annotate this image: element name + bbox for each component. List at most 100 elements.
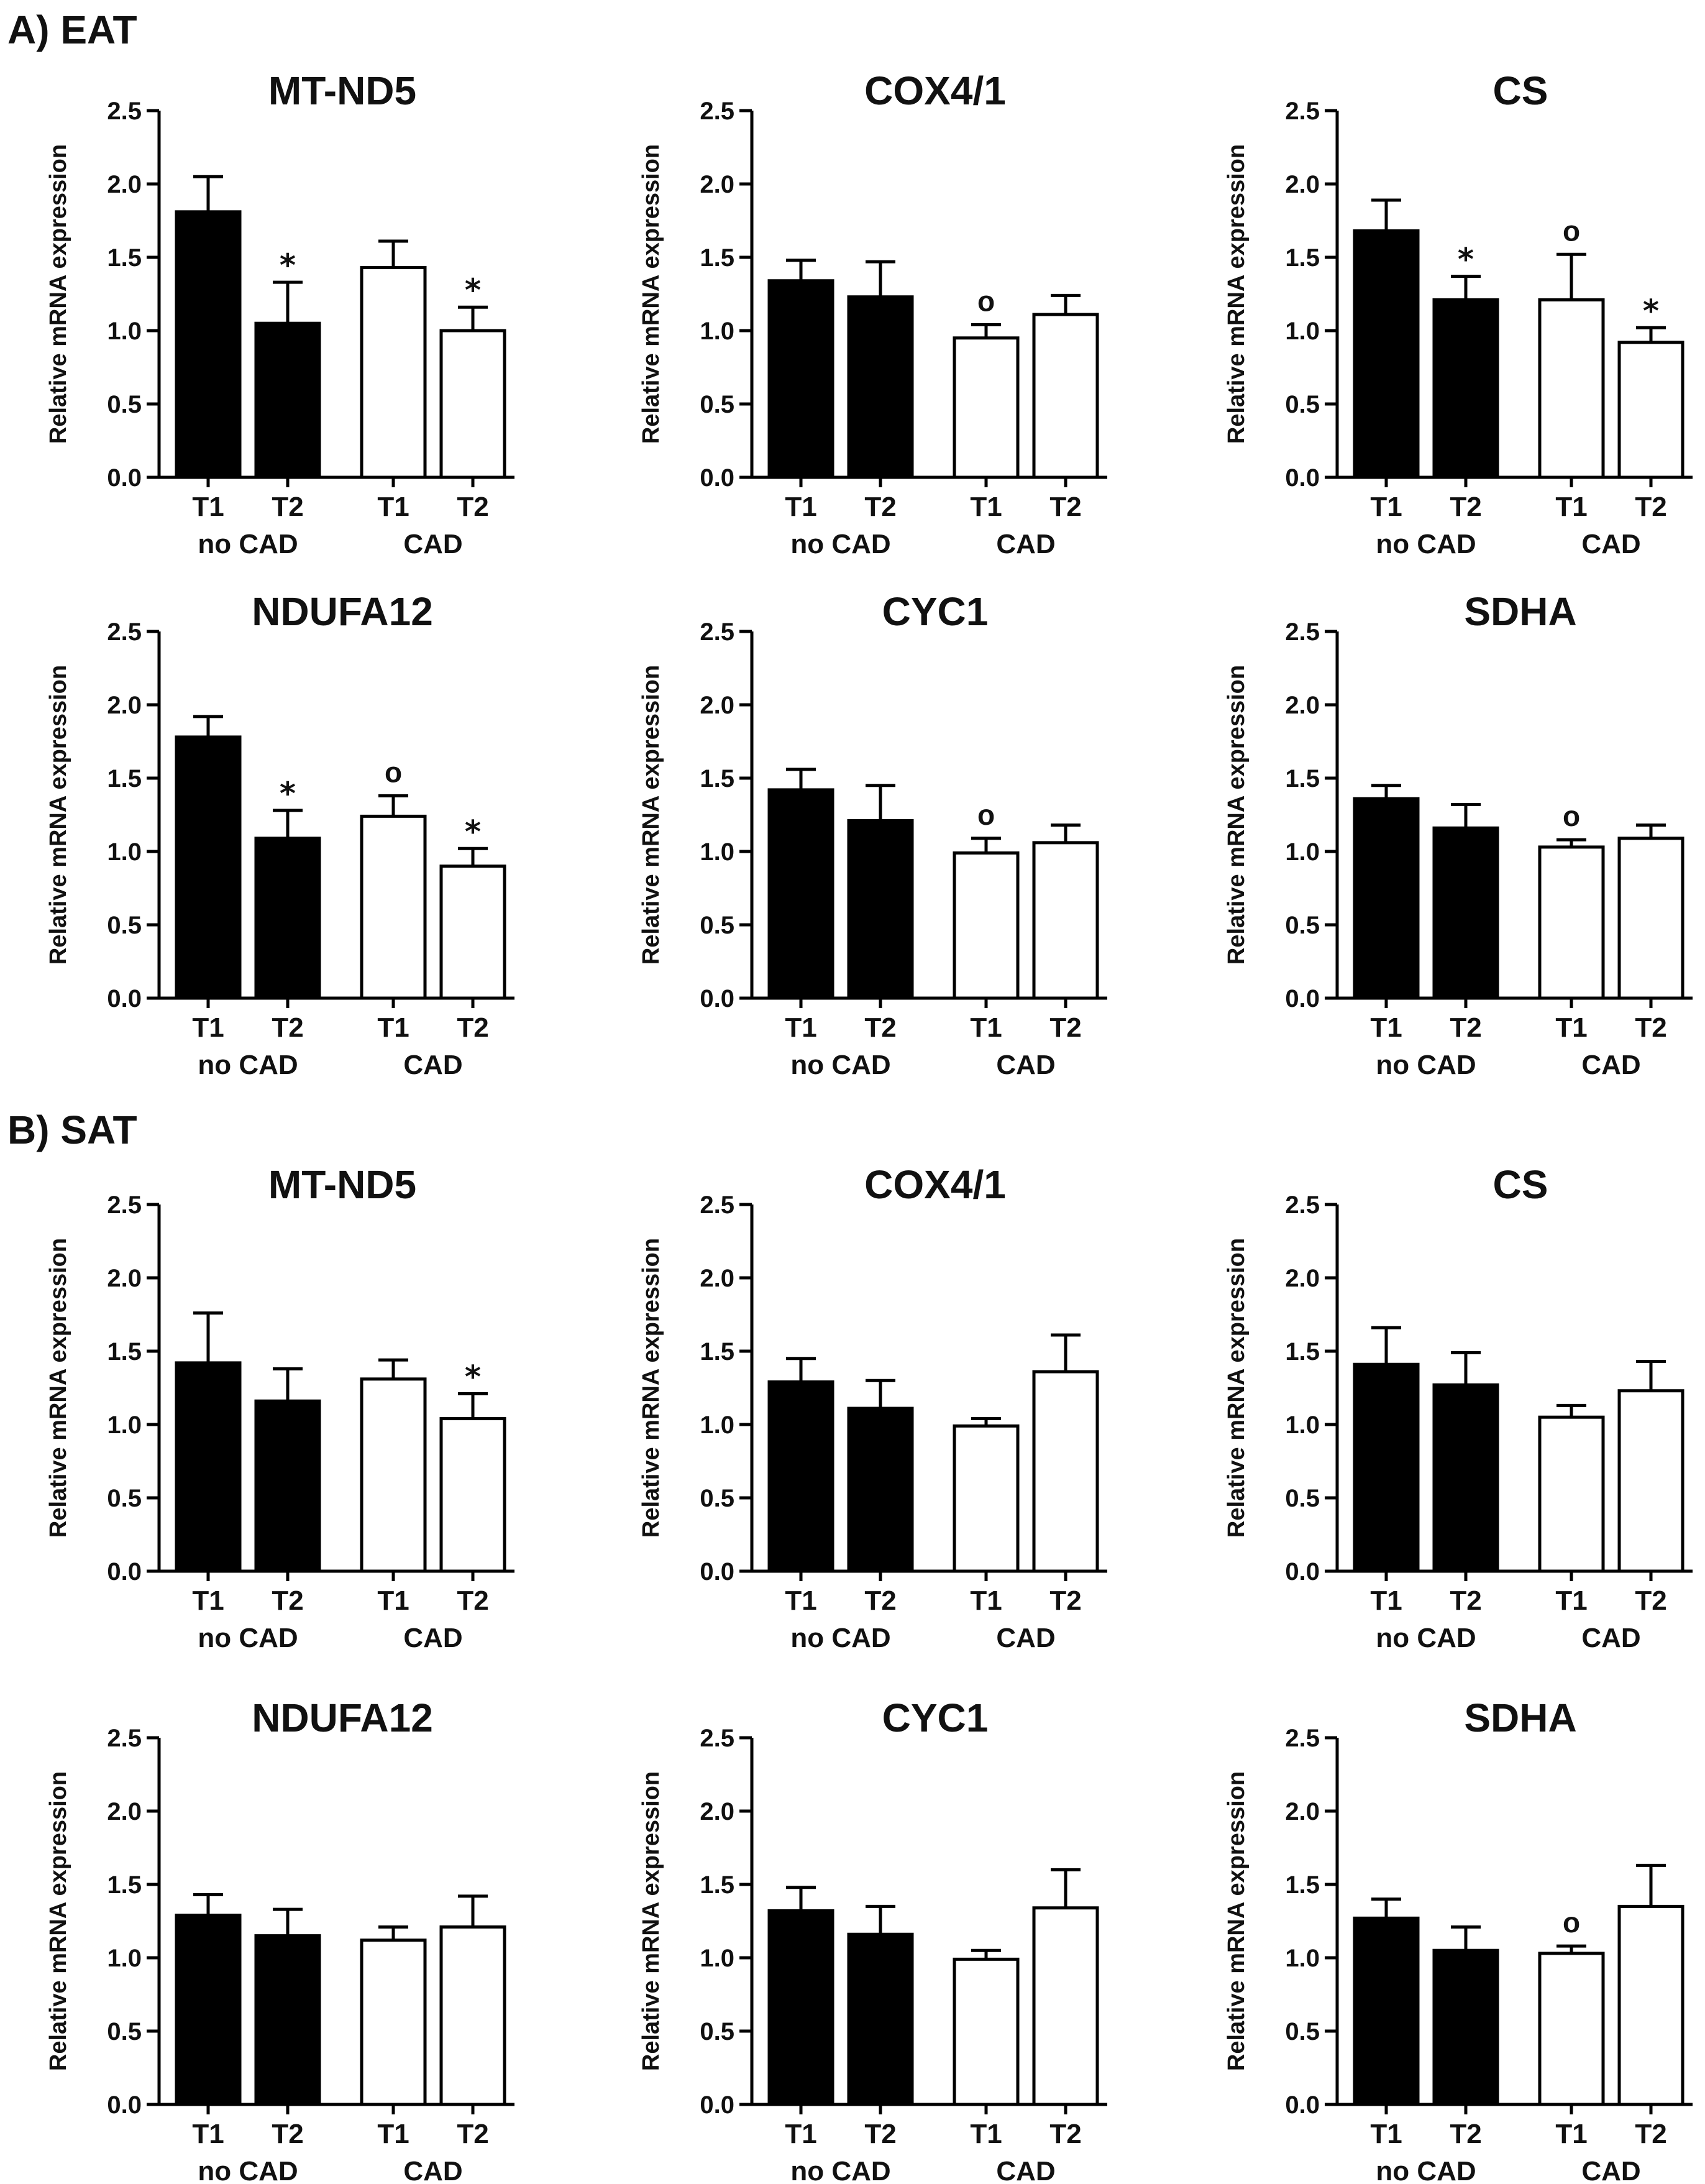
y-tick-label: 2.5 [1285, 98, 1320, 125]
panels: MT-ND5 Relative mRNA expression 0.0 0.5 1.0 1… [45, 68, 1693, 2184]
x-tick-label: T2 [457, 2119, 488, 2149]
x-tick-label: T2 [1049, 1012, 1081, 1043]
y-tick-label: 2.5 [107, 1725, 142, 1752]
bar-nocad-t2 [1432, 1383, 1499, 1573]
x-tick-label: T2 [272, 1585, 303, 1616]
bar-cad-t1 [360, 1377, 427, 1573]
y-tick-label: 2.5 [700, 618, 734, 646]
y-tick-label: 0.5 [1285, 1485, 1320, 1512]
bar-cad-t2 [1617, 341, 1684, 479]
bar-cad-t2 [439, 1417, 506, 1573]
panel-eat-ndufa12: NDUFA12 Relative mRNA expression 0.0 0.5 1.0… [45, 589, 514, 1080]
y-tick-label: 2.5 [1285, 1191, 1320, 1219]
x-tick-label: T1 [970, 2119, 1002, 2149]
x-tick-label: T1 [377, 1012, 409, 1043]
significance-star: * [465, 814, 481, 850]
y-tick-label: 0.5 [1285, 912, 1320, 939]
y-tick-label: 1.5 [1285, 765, 1320, 792]
x-tick-label: T2 [1635, 492, 1666, 522]
y-tick-label: 0.5 [1285, 391, 1320, 418]
y-tick-label: 0.0 [107, 1558, 142, 1585]
y-tick-label: 0.0 [107, 985, 142, 1012]
bar-nocad-t2 [1432, 1948, 1499, 2106]
group-label-no-cad: no CAD [1376, 1623, 1476, 1653]
bar-cad-t2 [439, 329, 506, 479]
y-axis-label: Relative mRNA expression [45, 665, 71, 965]
panel-eat-sdha: SDHA Relative mRNA expression 0.0 0.5 1.0 1.5… [1223, 589, 1693, 1080]
bar-nocad-t2 [1432, 826, 1499, 1000]
y-tick-label: 1.5 [1285, 1338, 1320, 1365]
group-label-cad: CAD [1581, 1050, 1640, 1080]
bar-cad-t1 [1538, 845, 1605, 1000]
group-label-cad: CAD [1581, 1623, 1640, 1653]
x-tick-label: T1 [377, 492, 409, 522]
y-tick-label: 1.0 [1285, 838, 1320, 866]
x-tick-label: T2 [864, 492, 896, 522]
x-tick-label: T1 [970, 1585, 1002, 1616]
x-tick-label: T1 [192, 1012, 224, 1043]
bar-nocad-t1 [175, 735, 242, 1000]
group-label-no-cad: no CAD [790, 529, 890, 559]
y-tick-label: 1.0 [1285, 318, 1320, 345]
bar-cad-t1 [1538, 298, 1605, 479]
x-tick-label: T1 [1370, 1585, 1402, 1616]
x-tick-label: T2 [864, 1585, 896, 1616]
panel-sat-cyc1: CYC1 Relative mRNA expression 0.0 0.5 1.0 1.5… [638, 1695, 1107, 2184]
bar-nocad-t1 [767, 279, 834, 479]
x-tick-label: T1 [785, 1012, 816, 1043]
bar-cad-t2 [439, 865, 506, 1000]
bar-nocad-t2 [254, 1399, 321, 1573]
section-label-sat: B) SAT [7, 1108, 137, 1152]
panel-sat-cox4-1: COX4/1 Relative mRNA expression 0.0 0.5 1.0 1… [638, 1162, 1107, 1653]
group-label-no-cad: no CAD [198, 1050, 298, 1080]
x-tick-label: T2 [1635, 1012, 1666, 1043]
group-label-cad: CAD [996, 1623, 1055, 1653]
significance-star: * [280, 776, 296, 812]
bar-nocad-t2 [1432, 298, 1499, 479]
y-tick-label: 1.5 [107, 1338, 142, 1365]
y-tick-label: 0.5 [107, 2018, 142, 2045]
x-tick-label: T1 [970, 1012, 1002, 1043]
y-tick-label: 0.5 [1285, 2018, 1320, 2045]
bar-cad-t1 [360, 266, 427, 479]
y-tick-label: 2.0 [107, 692, 142, 719]
bar-cad-t2 [1617, 1389, 1684, 1573]
x-tick-label: T2 [1049, 1585, 1081, 1616]
y-tick-label: 1.5 [700, 765, 734, 792]
bar-nocad-t2 [847, 1406, 914, 1573]
y-tick-label: 1.0 [107, 1945, 142, 1972]
x-tick-label: T2 [457, 1585, 488, 1616]
significance-circle: o [385, 756, 402, 788]
y-tick-label: 1.5 [107, 1871, 142, 1899]
group-label-cad: CAD [403, 1623, 462, 1653]
significance-star: * [1458, 242, 1474, 278]
bar-cad-t2 [1032, 313, 1099, 479]
significance-circle: o [1563, 1906, 1580, 1939]
panel-sat-ndufa12: NDUFA12 Relative mRNA expression 0.0 0.5 1.0… [45, 1695, 514, 2184]
y-tick-label: 0.0 [1285, 1558, 1320, 1585]
y-tick-label: 1.5 [107, 244, 142, 272]
bar-cad-t2 [439, 1925, 506, 2106]
bar-cad-t1 [360, 814, 427, 1000]
group-label-no-cad: no CAD [790, 2156, 890, 2184]
x-tick-label: T1 [970, 492, 1002, 522]
bar-cad-t1 [953, 851, 1020, 1000]
x-tick-label: T2 [864, 2119, 896, 2149]
group-label-no-cad: no CAD [198, 529, 298, 559]
group-label-no-cad: no CAD [1376, 1050, 1476, 1080]
x-tick-label: T1 [785, 1585, 816, 1616]
x-tick-label: T1 [377, 2119, 409, 2149]
y-axis-label: Relative mRNA expression [638, 1771, 664, 2071]
y-axis-label: Relative mRNA expression [1223, 144, 1250, 444]
y-tick-label: 2.5 [107, 618, 142, 646]
panel-eat-cs: CS Relative mRNA expression 0.0 0.5 1.0 1.5 2.… [1223, 68, 1693, 559]
y-tick-label: 2.0 [700, 692, 734, 719]
section-label-eat: A) EAT [7, 7, 137, 52]
bar-cad-t2 [1617, 837, 1684, 1000]
panel-sat-mt-nd5: MT-ND5 Relative mRNA expression 0.0 0.5 1.0 1… [45, 1162, 514, 1653]
significance-star: * [1643, 293, 1659, 329]
y-tick-label: 2.5 [1285, 1725, 1320, 1752]
panel-title: CYC1 [882, 1695, 989, 1740]
y-tick-label: 2.5 [1285, 618, 1320, 646]
